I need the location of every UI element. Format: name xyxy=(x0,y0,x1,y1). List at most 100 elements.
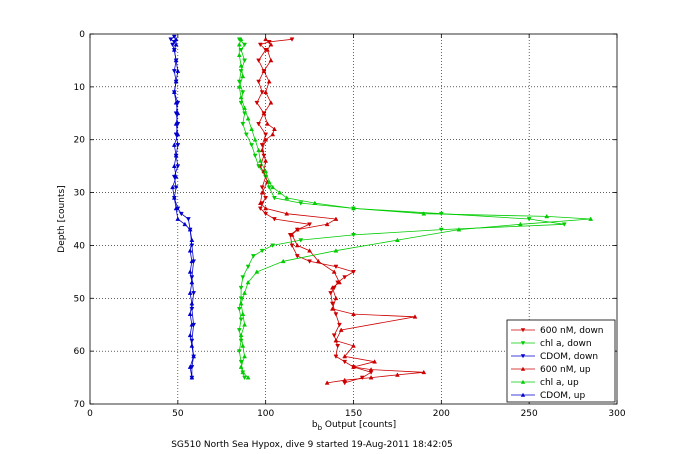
data-point xyxy=(249,126,255,131)
data-point xyxy=(331,333,337,338)
data-point xyxy=(351,205,356,211)
data-point xyxy=(263,89,269,94)
data-point xyxy=(259,147,265,153)
legend-marker xyxy=(520,379,526,384)
data-point xyxy=(242,322,248,327)
data-point xyxy=(263,158,269,163)
x-axis-label-rest: Output [counts] xyxy=(322,420,396,430)
data-point xyxy=(242,353,248,359)
data-point xyxy=(289,37,295,42)
data-point xyxy=(236,307,242,312)
y-tick-label: 30 xyxy=(74,189,86,199)
data-point xyxy=(315,258,321,264)
data-point xyxy=(588,216,594,221)
series-line-chl-a-up xyxy=(238,39,591,378)
data-point xyxy=(272,126,277,131)
y-tick-label: 0 xyxy=(79,30,85,40)
x-axis-label: bb Output [counts] xyxy=(312,420,396,432)
data-point xyxy=(561,222,567,227)
data-point xyxy=(238,364,244,369)
legend-label: 600 nM, up xyxy=(540,365,591,375)
data-point xyxy=(337,279,342,285)
legend-marker xyxy=(520,366,526,371)
data-point xyxy=(187,364,193,369)
data-point xyxy=(191,353,197,359)
data-point xyxy=(242,105,248,110)
data-point xyxy=(333,338,339,343)
data-point xyxy=(171,195,177,200)
data-point xyxy=(257,200,263,205)
data-point xyxy=(245,279,251,285)
data-point xyxy=(171,89,177,94)
data-point xyxy=(189,258,195,264)
data-point xyxy=(335,344,341,349)
data-point xyxy=(238,100,244,106)
data-point xyxy=(312,200,318,205)
data-point xyxy=(456,227,462,232)
data-point xyxy=(236,79,242,85)
data-point xyxy=(342,377,348,383)
legend-label: CDOM, up xyxy=(540,391,585,401)
data-point xyxy=(245,375,251,380)
data-point xyxy=(280,258,286,264)
y-tick-label: 60 xyxy=(74,347,86,357)
legend-label: chl a, down xyxy=(540,339,592,349)
data-point xyxy=(261,110,267,116)
data-point xyxy=(394,372,400,377)
data-point xyxy=(307,248,313,253)
data-point xyxy=(351,311,356,316)
data-point xyxy=(187,227,193,232)
data-point xyxy=(236,42,242,47)
data-point xyxy=(329,301,335,307)
data-point xyxy=(170,184,175,190)
data-point xyxy=(264,47,270,52)
data-point xyxy=(263,196,269,201)
x-tick-label: 250 xyxy=(521,409,538,419)
data-point xyxy=(238,332,244,338)
data-point xyxy=(175,131,181,137)
data-point xyxy=(173,205,179,211)
data-point xyxy=(254,269,260,274)
y-tick-label: 50 xyxy=(74,294,86,304)
legend-item-cdom-up: CDOM, up xyxy=(511,391,585,401)
data-point xyxy=(168,37,174,42)
data-point xyxy=(264,121,270,126)
data-point xyxy=(254,100,260,106)
data-point xyxy=(289,243,295,248)
data-point xyxy=(187,269,193,274)
data-point xyxy=(272,217,277,222)
data-point xyxy=(173,42,179,47)
legend-item-600-nm-down: 600 nM, down xyxy=(511,326,604,336)
data-point xyxy=(189,301,195,306)
data-point xyxy=(173,185,179,190)
data-point xyxy=(171,163,177,168)
y-tick-label: 40 xyxy=(74,241,86,251)
data-point xyxy=(298,201,304,206)
x-tick-label: 150 xyxy=(345,409,362,419)
data-point xyxy=(270,131,276,137)
legend-marker xyxy=(520,341,526,346)
data-point xyxy=(257,206,263,211)
y-axis-label: Depth [counts] xyxy=(57,185,67,252)
data-point xyxy=(173,121,179,126)
data-point xyxy=(359,375,365,381)
x-tick-label: 100 xyxy=(257,409,274,419)
data-point xyxy=(236,52,242,57)
data-point xyxy=(394,237,400,242)
data-point xyxy=(368,375,374,380)
x-tick-label: 300 xyxy=(608,409,625,419)
data-point xyxy=(294,242,300,248)
data-point xyxy=(236,84,242,89)
data-point xyxy=(351,364,356,369)
data-point xyxy=(175,216,181,221)
data-point xyxy=(342,275,348,280)
data-point xyxy=(272,196,277,201)
data-point xyxy=(421,211,427,216)
data-point xyxy=(236,328,242,333)
legend-label: 600 nM, down xyxy=(540,326,604,336)
data-point xyxy=(266,185,272,190)
data-point xyxy=(245,264,251,270)
data-point xyxy=(257,42,263,48)
data-point xyxy=(240,275,246,280)
data-point xyxy=(240,73,246,79)
